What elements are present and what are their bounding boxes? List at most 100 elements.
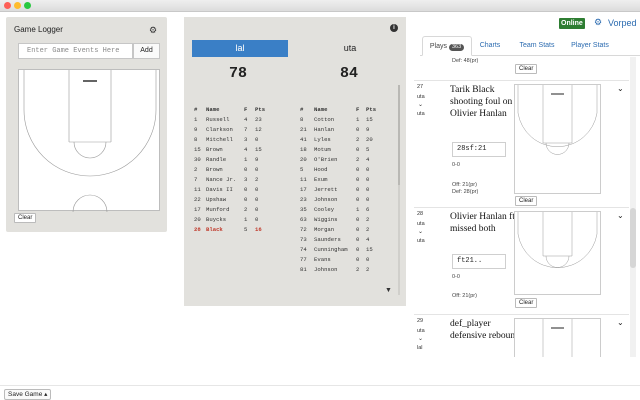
gear-icon[interactable]: ⚙ — [149, 25, 158, 35]
tab-bar: Plays 363 Charts Team Stats Player Stats — [420, 36, 640, 56]
clear-play-button[interactable]: Clear — [515, 64, 538, 74]
chevron-down-icon[interactable]: ⌄ — [418, 102, 424, 108]
play-number: 28 — [417, 211, 424, 217]
close-window-button[interactable] — [4, 2, 11, 9]
tab-away-team[interactable]: uta — [343, 43, 357, 53]
chevron-down-icon[interactable]: ⌄ — [617, 318, 624, 327]
roster-cell-name: Cunningham — [314, 246, 348, 253]
roster-cell-f: 0 — [356, 236, 360, 243]
tab-home-team[interactable]: lal — [192, 40, 288, 57]
roster-cell-name: Exum — [314, 176, 328, 183]
roster-row[interactable]: 41 Lyles 2 20 — [300, 136, 384, 146]
roster-row[interactable]: 17 Munford 2 0 — [194, 206, 274, 216]
feed-scrollbar-thumb[interactable] — [630, 208, 636, 268]
play-description: def_player defensive rebound — [450, 319, 520, 341]
roster-row[interactable]: 28 Black 5 16 — [194, 226, 274, 236]
mini-court[interactable] — [514, 211, 601, 295]
roster-row[interactable]: 63 Wiggins 0 2 — [300, 216, 384, 226]
roster-row[interactable]: 1 Russell 4 23 — [194, 116, 274, 126]
roster-scrollbar-thumb[interactable] — [398, 85, 400, 185]
roster-row[interactable]: 5 Hood 0 0 — [300, 166, 384, 176]
chevron-down-icon[interactable]: ⌄ — [418, 229, 424, 235]
info-icon[interactable]: i — [390, 24, 398, 32]
window-titlebar — [0, 0, 640, 12]
roster-header-cell: Name — [206, 106, 220, 113]
play-time-field[interactable]: 28sf:21 — [452, 142, 506, 157]
roster-row[interactable]: 20 O'Brien 2 4 — [300, 156, 384, 166]
roster-row[interactable]: 73 Saunders 0 4 — [300, 236, 384, 246]
roster-scrollbar[interactable] — [398, 85, 400, 295]
roster-cell-pts: 12 — [255, 126, 262, 133]
roster-cell-num: 8 — [300, 116, 304, 123]
roster-row[interactable]: 23 Johnson 0 0 — [300, 196, 384, 206]
roster-row[interactable]: 11 Davis II 0 0 — [194, 186, 274, 196]
mini-court-lines — [517, 212, 598, 268]
roster-row[interactable]: 21 Hanlan 0 9 — [300, 126, 384, 136]
roster-cell-pts: 4 — [366, 156, 370, 163]
play-def-line: Def: 28(pr) — [452, 189, 479, 195]
brand-link[interactable]: Vorped — [608, 18, 637, 28]
roster-cell-f: 0 — [356, 226, 360, 233]
roster-row[interactable]: 77 Evans 0 0 — [300, 256, 384, 266]
online-status-badge: Online — [559, 18, 585, 29]
add-event-button[interactable]: Add — [133, 43, 160, 59]
roster-row[interactable]: 15 Brown 4 15 — [194, 146, 274, 156]
clear-play-button[interactable]: Clear — [515, 196, 538, 206]
tab-charts[interactable]: Charts — [479, 42, 501, 49]
roster-header-cell: Pts — [255, 106, 266, 113]
game-event-input[interactable] — [18, 43, 133, 59]
minimize-window-button[interactable] — [14, 2, 21, 9]
filter-icon[interactable]: ▼ — [385, 287, 392, 294]
roster-row[interactable]: 17 Jerrett 0 0 — [300, 186, 384, 196]
tab-plays[interactable]: Plays 363 — [422, 36, 472, 56]
roster-row[interactable]: 18 Motum 0 5 — [300, 146, 384, 156]
roster-cell-name: Saunders — [314, 236, 341, 243]
roster-row[interactable]: 22 Upshaw 0 0 — [194, 196, 274, 206]
tab-player-stats[interactable]: Player Stats — [571, 42, 609, 49]
roster-row[interactable]: 74 Cunningham 0 15 — [300, 246, 384, 256]
court-diagram[interactable] — [18, 69, 160, 213]
save-game-button[interactable]: Save Game ▴ — [4, 389, 52, 400]
feed-scrollbar[interactable] — [630, 57, 636, 357]
chevron-down-icon[interactable]: ⌄ — [418, 336, 424, 342]
save-game-label: Save Game — [8, 391, 43, 398]
roster-row[interactable]: 2 Brown 0 0 — [194, 166, 274, 176]
roster-cell-f: 2 — [356, 136, 360, 143]
roster-row[interactable]: 72 Morgan 0 2 — [300, 226, 384, 236]
chevron-down-icon[interactable]: ⌄ — [617, 84, 624, 93]
gear-icon[interactable]: ⚙ — [594, 17, 603, 27]
roster-cell-pts: 0 — [366, 256, 370, 263]
roster-cell-name: Wiggins — [314, 216, 338, 223]
chevron-down-icon[interactable]: ⌄ — [617, 211, 624, 220]
roster-row[interactable]: 81 Johnson 2 2 — [300, 266, 384, 276]
roster-header-row: # Name F Pts — [300, 106, 384, 116]
roster-cell-pts: 0 — [255, 196, 259, 203]
roster-cell-num: 63 — [300, 216, 307, 223]
mini-court[interactable] — [514, 84, 601, 194]
mini-court[interactable] — [514, 318, 601, 357]
roster-cell-f: 0 — [356, 146, 360, 153]
clear-play-button[interactable]: Clear — [515, 298, 538, 308]
roster-row[interactable]: 8 Mitchell 3 0 — [194, 136, 274, 146]
roster-row[interactable]: 20 Buycks 1 0 — [194, 216, 274, 226]
roster-cell-pts: 15 — [255, 146, 262, 153]
play-time-field[interactable]: ft21.. — [452, 254, 506, 269]
roster-header-cell: F — [244, 106, 248, 113]
def-line: Def: 48(pr) — [452, 58, 479, 64]
roster-row[interactable]: 9 Clarkson 7 12 — [194, 126, 274, 136]
roster-cell-pts: 0 — [366, 196, 370, 203]
roster-cell-pts: 0 — [255, 186, 259, 193]
roster-header-cell: F — [356, 106, 360, 113]
home-score: 78 — [229, 65, 248, 82]
clear-logger-button[interactable]: Clear — [14, 213, 37, 223]
roster-cell-f: 0 — [356, 166, 360, 173]
zoom-window-button[interactable] — [24, 2, 31, 9]
roster-row[interactable]: 7 Nance Jr. 3 2 — [194, 176, 274, 186]
roster-row[interactable]: 8 Cotton 1 15 — [300, 116, 384, 126]
roster-cell-f: 1 — [356, 206, 360, 213]
roster-row[interactable]: 35 Cooley 1 6 — [300, 206, 384, 216]
tab-team-stats[interactable]: Team Stats — [519, 42, 555, 49]
roster-cell-pts: 5 — [366, 146, 370, 153]
roster-row[interactable]: 11 Exum 0 0 — [300, 176, 384, 186]
roster-row[interactable]: 30 Randle 1 9 — [194, 156, 274, 166]
